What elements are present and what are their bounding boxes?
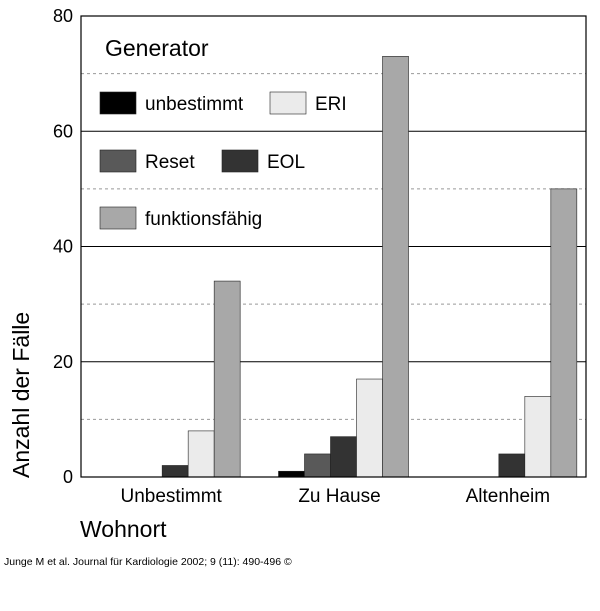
bar-chart: 0 20 40 60 80 Unbestimmt Zu Hause Altenheim un… <box>8 6 587 542</box>
legend-label: ERI <box>315 94 347 115</box>
bar <box>382 56 409 478</box>
grid-lines <box>81 73 586 420</box>
bars <box>161 56 578 478</box>
legend: unbestimmt Reset EOL ERI funktionsfähig <box>99 91 347 230</box>
y-tick-label: 60 <box>53 121 73 141</box>
y-tick-label: 40 <box>53 237 73 257</box>
x-axis-categories: Unbestimmt Zu Hause Altenheim <box>120 486 550 507</box>
bar <box>278 470 305 478</box>
bar <box>550 188 578 478</box>
legend-swatch <box>99 206 137 230</box>
x-category-label: Zu Hause <box>298 486 380 507</box>
bar <box>213 280 241 478</box>
legend-label: Reset <box>145 152 195 173</box>
legend-label: EOL <box>267 152 305 173</box>
plot-frame <box>80 15 587 478</box>
x-category-label: Unbestimmt <box>120 486 222 507</box>
bar <box>356 378 383 478</box>
chart-title: Generator <box>105 35 209 61</box>
bar <box>330 436 357 478</box>
legend-swatch <box>221 149 259 173</box>
bar <box>524 396 552 478</box>
y-tick-label: 20 <box>53 352 73 372</box>
bar <box>187 430 215 478</box>
bar <box>161 465 189 478</box>
y-axis-ticks: 0 20 40 60 80 <box>53 6 73 487</box>
legend-swatch <box>269 91 307 115</box>
legend-swatch <box>99 91 137 115</box>
legend-label: funktionsfähig <box>145 209 262 230</box>
y-axis-label: Anzahl der Fälle <box>8 312 34 478</box>
x-axis-label: Wohnort <box>80 516 167 542</box>
bar <box>304 453 331 478</box>
y-tick-label: 0 <box>63 467 73 487</box>
legend-label: unbestimmt <box>145 94 244 115</box>
x-category-label: Altenheim <box>466 486 551 507</box>
citation: Junge M et al. Journal für Kardiologie 2… <box>4 556 292 568</box>
legend-swatch <box>99 149 137 173</box>
bar <box>498 453 526 478</box>
y-tick-label: 80 <box>53 6 73 26</box>
